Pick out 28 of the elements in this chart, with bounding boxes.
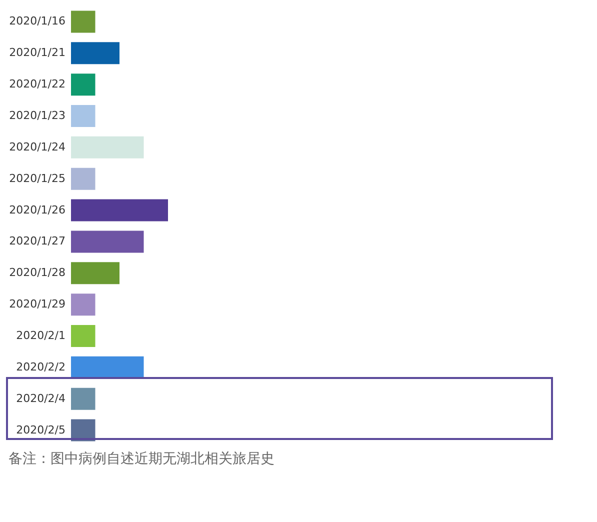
bar — [71, 10, 96, 33]
bar — [71, 356, 144, 378]
y-tick-label: 2020/1/27 — [9, 234, 66, 248]
bar — [71, 199, 168, 222]
y-tick-label: 2020/2/1 — [16, 329, 66, 342]
y-tick-label: 2020/1/25 — [9, 172, 66, 185]
y-tick-label: 2020/1/26 — [9, 203, 66, 216]
bar — [71, 262, 120, 284]
y-tick-label: 2020/1/22 — [9, 78, 66, 91]
y-tick-label: 2020/2/4 — [16, 392, 66, 405]
bar — [71, 294, 96, 316]
y-tick-label: 2020/1/21 — [9, 46, 66, 60]
bar — [71, 388, 96, 410]
y-tick-label: 2020/1/16 — [9, 14, 66, 28]
bar — [71, 136, 144, 158]
y-tick-label: 2020/1/23 — [9, 109, 66, 122]
y-tick-label: 2020/1/29 — [9, 298, 66, 311]
y-tick-label: 2020/2/5 — [16, 423, 66, 436]
bar — [71, 325, 96, 347]
bar — [71, 42, 120, 64]
bar — [71, 105, 96, 127]
y-tick-label: 2020/1/24 — [9, 140, 66, 154]
y-tick-label: 2020/2/2 — [16, 360, 66, 374]
bar — [71, 230, 144, 253]
y-tick-label: 2020/1/28 — [9, 266, 66, 280]
text: 备注：图中病例自述近期无湖北相关旅居史 — [8, 451, 275, 467]
bar — [71, 168, 96, 190]
bar — [71, 74, 96, 96]
